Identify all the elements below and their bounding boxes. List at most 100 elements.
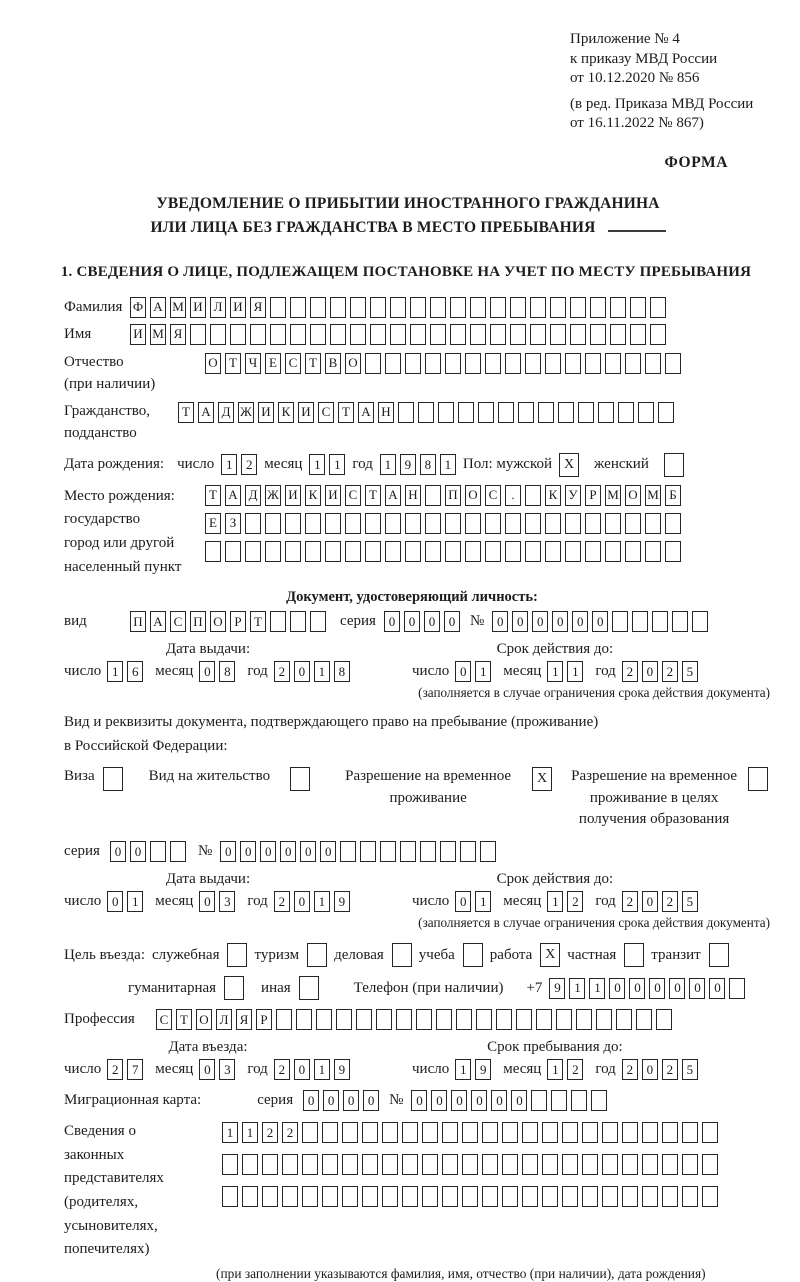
char-cell[interactable] <box>285 512 301 534</box>
char-cell[interactable] <box>365 540 381 562</box>
char-cell[interactable]: 0 <box>129 841 146 863</box>
char-cell[interactable]: 0 <box>552 611 569 633</box>
char-cell[interactable] <box>470 296 486 318</box>
char-cell[interactable] <box>638 401 654 423</box>
char-cell[interactable] <box>282 1186 298 1208</box>
char-cell[interactable] <box>242 1186 258 1208</box>
char-cell[interactable]: Д <box>245 484 261 506</box>
char-cell[interactable] <box>662 1154 678 1176</box>
char-cell[interactable] <box>622 1122 638 1144</box>
char-cell[interactable] <box>442 1186 458 1208</box>
char-cell[interactable] <box>460 841 477 863</box>
char-cell[interactable]: 5 <box>681 1059 698 1081</box>
char-cell[interactable] <box>365 352 381 374</box>
char-cell[interactable]: Т <box>365 484 381 506</box>
char-cell[interactable] <box>602 1122 618 1144</box>
char-cell[interactable]: В <box>325 352 341 374</box>
char-cell[interactable] <box>422 1186 438 1208</box>
char-cell[interactable] <box>465 512 481 534</box>
char-cell[interactable]: 0 <box>609 977 626 999</box>
char-cell[interactable] <box>625 512 641 534</box>
char-cell[interactable] <box>416 1009 432 1031</box>
char-cell[interactable] <box>692 611 709 633</box>
char-cell[interactable] <box>350 296 366 318</box>
char-cell[interactable] <box>242 1154 258 1176</box>
char-cell[interactable] <box>425 484 441 506</box>
char-cell[interactable]: А <box>358 401 374 423</box>
char-cell[interactable] <box>362 1186 378 1208</box>
char-cell[interactable] <box>478 401 494 423</box>
char-cell[interactable] <box>505 540 521 562</box>
char-cell[interactable] <box>582 1186 598 1208</box>
char-cell[interactable] <box>418 401 434 423</box>
char-cell[interactable] <box>465 352 481 374</box>
char-cell[interactable] <box>476 1009 492 1031</box>
char-cell[interactable] <box>402 1186 418 1208</box>
char-cell[interactable]: 1 <box>547 661 564 683</box>
char-cell[interactable] <box>296 1009 312 1031</box>
char-cell[interactable] <box>596 1009 612 1031</box>
char-cell[interactable] <box>562 1122 578 1144</box>
char-cell[interactable] <box>480 841 497 863</box>
char-cell[interactable] <box>498 401 514 423</box>
char-cell[interactable] <box>490 296 506 318</box>
char-cell[interactable]: 3 <box>219 1059 236 1081</box>
char-cell[interactable]: 7 <box>127 1059 144 1081</box>
char-cell[interactable]: 2 <box>262 1122 278 1144</box>
char-cell[interactable] <box>462 1154 478 1176</box>
char-cell[interactable]: 0 <box>411 1090 428 1112</box>
char-cell[interactable]: С <box>156 1009 172 1031</box>
char-cell[interactable] <box>625 352 641 374</box>
char-cell[interactable] <box>330 323 346 345</box>
char-cell[interactable] <box>702 1154 718 1176</box>
char-cell[interactable] <box>336 1009 352 1031</box>
char-cell[interactable] <box>505 352 521 374</box>
char-cell[interactable]: 2 <box>621 661 638 683</box>
char-cell[interactable]: А <box>225 484 241 506</box>
char-cell[interactable]: А <box>385 484 401 506</box>
char-cell[interactable]: 0 <box>455 661 472 683</box>
char-cell[interactable]: 0 <box>403 611 420 633</box>
char-cell[interactable] <box>420 841 437 863</box>
char-cell[interactable] <box>380 841 397 863</box>
char-cell[interactable] <box>442 1154 458 1176</box>
char-cell[interactable] <box>565 352 581 374</box>
char-cell[interactable] <box>462 1122 478 1144</box>
char-cell[interactable] <box>402 1122 418 1144</box>
char-cell[interactable] <box>650 323 666 345</box>
char-cell[interactable]: 0 <box>492 611 509 633</box>
char-cell[interactable] <box>585 512 601 534</box>
char-cell[interactable] <box>542 1186 558 1208</box>
char-cell[interactable] <box>645 352 661 374</box>
char-cell[interactable]: Н <box>378 401 394 423</box>
char-cell[interactable]: 0 <box>220 841 237 863</box>
char-cell[interactable]: 0 <box>303 1090 320 1112</box>
char-cell[interactable] <box>650 296 666 318</box>
char-cell[interactable] <box>310 296 326 318</box>
char-cell[interactable]: 0 <box>260 841 277 863</box>
char-cell[interactable]: О <box>196 1009 212 1031</box>
char-cell[interactable] <box>360 841 377 863</box>
char-cell[interactable]: Л <box>216 1009 232 1031</box>
char-cell[interactable]: Т <box>225 352 241 374</box>
char-cell[interactable] <box>558 401 574 423</box>
char-cell[interactable]: И <box>325 484 341 506</box>
char-cell[interactable]: 5 <box>681 661 698 683</box>
char-cell[interactable] <box>438 401 454 423</box>
char-cell[interactable] <box>270 611 286 633</box>
char-cell[interactable]: Д <box>218 401 234 423</box>
char-cell[interactable] <box>330 296 346 318</box>
char-cell[interactable]: Ф <box>130 296 146 318</box>
char-cell[interactable] <box>729 977 746 999</box>
char-cell[interactable] <box>485 512 501 534</box>
char-cell[interactable]: И <box>130 323 146 345</box>
purpose-work-checkbox[interactable]: X <box>540 943 561 968</box>
char-cell[interactable]: 2 <box>107 1059 124 1081</box>
char-cell[interactable] <box>382 1186 398 1208</box>
char-cell[interactable]: 6 <box>127 661 144 683</box>
char-cell[interactable]: Р <box>230 611 246 633</box>
purpose-humanitarian-checkbox[interactable] <box>224 976 245 1001</box>
char-cell[interactable]: 0 <box>240 841 257 863</box>
char-cell[interactable]: З <box>225 512 241 534</box>
char-cell[interactable] <box>531 1090 548 1112</box>
